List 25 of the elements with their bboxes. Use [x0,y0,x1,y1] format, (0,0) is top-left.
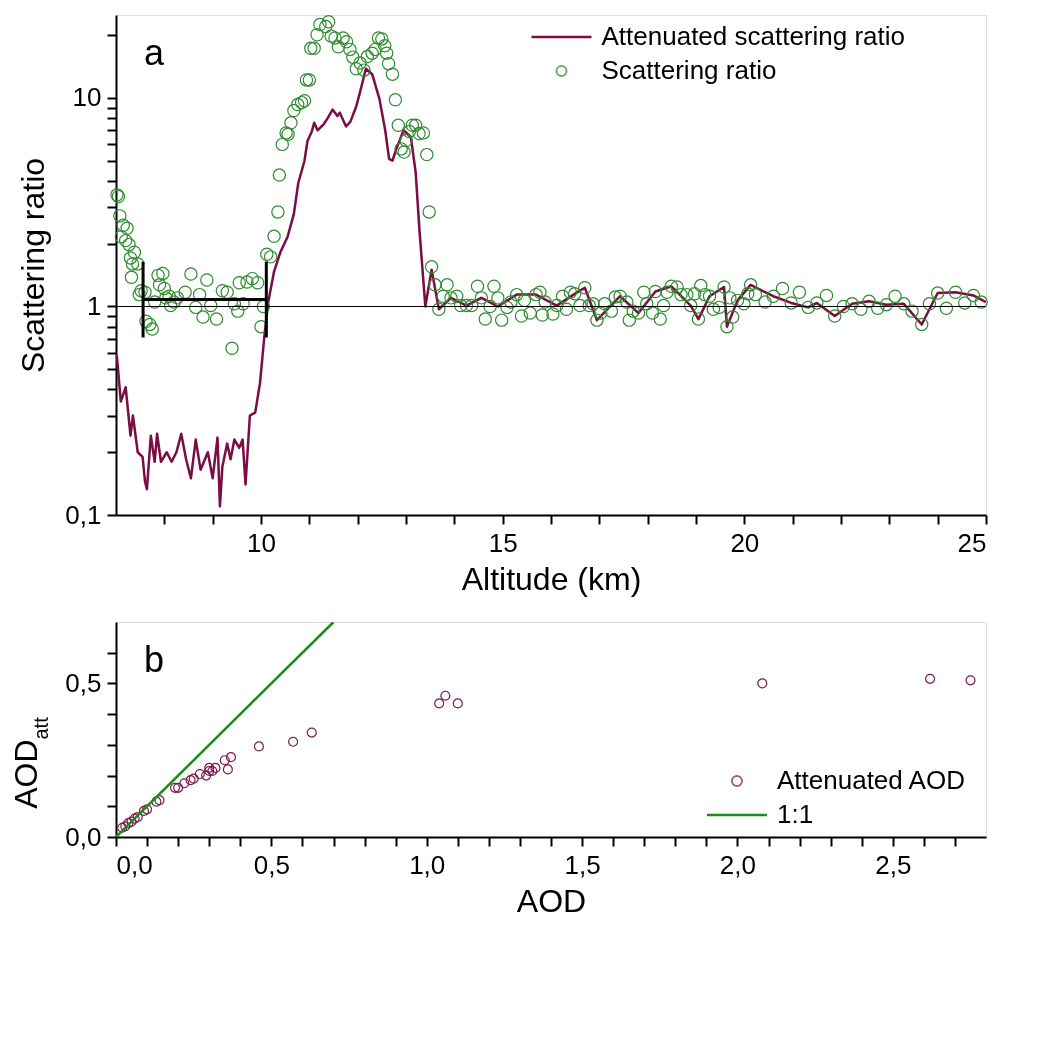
legend-label: Attenuated scattering ratio [601,21,906,51]
annotation: b [144,639,165,680]
x-tick-label: 1,0 [409,849,446,880]
y-tick-label: 10 [72,82,102,113]
y-tick-label: 0,5 [65,667,102,698]
x-tick-label: 10 [247,527,276,558]
x-axis-title: AOD [516,882,587,919]
x-tick-label: 20 [730,527,760,558]
x-tick-label: 0,5 [253,849,290,880]
x-axis-title: Altitude (km) [461,560,642,597]
x-tick-label: 0,0 [116,849,153,880]
y-tick-label: 0,0 [65,821,102,852]
x-tick-label: 2,0 [719,849,757,880]
x-tick-label: 1,5 [564,849,601,880]
x-tick-label: 15 [488,527,518,558]
legend-label: Attenuated AOD [777,765,965,795]
annotation: a [144,32,165,73]
y-axis-title: AODatt [8,716,52,809]
legend-label: 1:1 [777,799,814,829]
y-tick-label: 0,1 [65,499,102,530]
x-tick-label: 2,5 [875,849,912,880]
x-tick-label: 25 [957,527,987,558]
legend-label: Scattering ratio [601,55,777,85]
y-tick-label: 1 [87,290,102,321]
y-axis-title: Scattering ratio [15,157,52,374]
